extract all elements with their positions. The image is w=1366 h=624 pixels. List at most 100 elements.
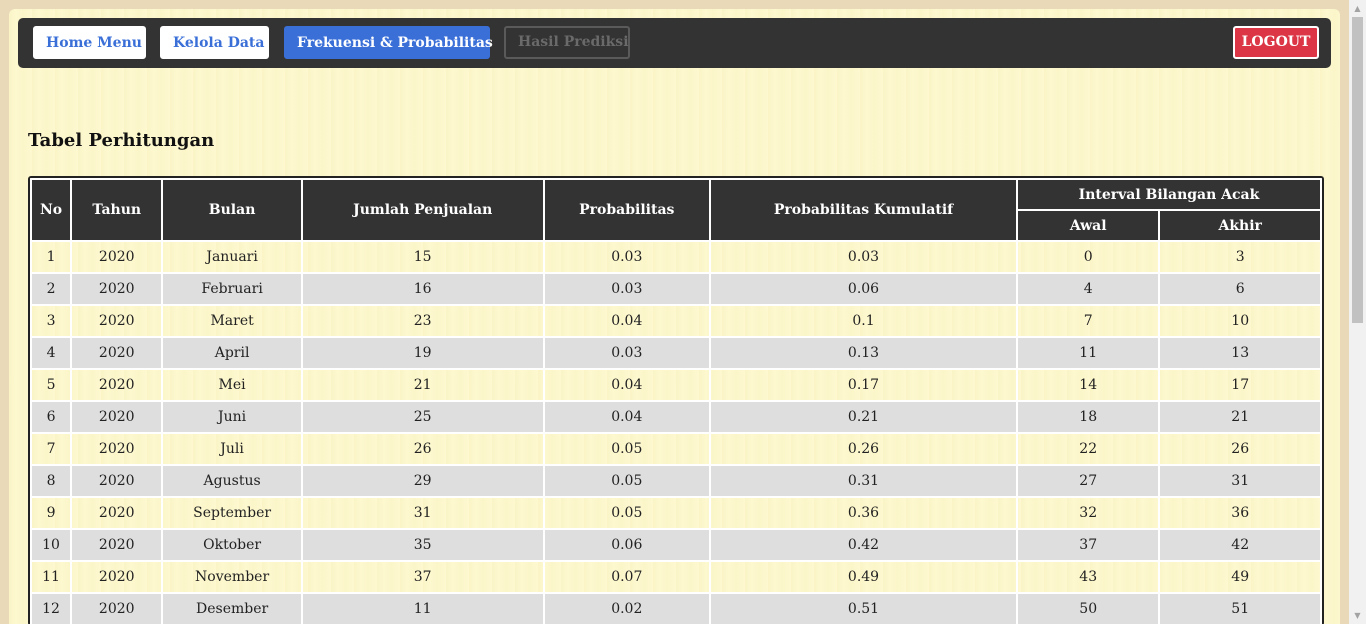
cell-jumlah: 11: [300, 593, 545, 624]
cell-kumulatif: 0.49: [709, 561, 1018, 594]
cell-probabilitas: 0.03: [542, 241, 712, 274]
cell-akhir: 51: [1158, 593, 1322, 624]
scroll-down-arrow-icon[interactable]: ▼: [1354, 611, 1361, 620]
header-tahun: Tahun: [70, 178, 164, 242]
cell-jumlah: 16: [300, 273, 545, 306]
cell-tahun: 2020: [70, 337, 164, 370]
cell-akhir: 17: [1158, 369, 1322, 402]
cell-awal: 22: [1015, 433, 1161, 466]
cell-bulan: September: [161, 497, 303, 530]
cell-kumulatif: 0.36: [709, 497, 1018, 530]
header-jumlah-penjualan: Jumlah Penjualan: [300, 178, 545, 242]
cell-kumulatif: 0.1: [709, 305, 1018, 338]
top-navbar: Home Menu Kelola Data Frekuensi & Probab…: [18, 18, 1331, 68]
cell-kumulatif: 0.13: [709, 337, 1018, 370]
cell-akhir: 13: [1158, 337, 1322, 370]
table-row: 1 2020 Januari 15 0.03 0.03 0 3: [30, 241, 1322, 274]
scroll-thumb[interactable]: [1352, 17, 1363, 323]
cell-kumulatif: 0.42: [709, 529, 1018, 562]
cell-probabilitas: 0.03: [542, 337, 712, 370]
section-title: Tabel Perhitungan: [28, 130, 215, 151]
cell-kumulatif: 0.31: [709, 465, 1018, 498]
calculation-table: No Tahun Bulan Jumlah Penjualan Probabil…: [30, 178, 1322, 624]
cell-kumulatif: 0.21: [709, 401, 1018, 434]
cell-no: 7: [30, 433, 73, 466]
cell-jumlah: 19: [300, 337, 545, 370]
vertical-scrollbar[interactable]: ▲ ▼: [1349, 0, 1366, 624]
cell-tahun: 2020: [70, 241, 164, 274]
cell-no: 5: [30, 369, 73, 402]
cell-akhir: 10: [1158, 305, 1322, 338]
header-akhir: Akhir: [1158, 209, 1322, 242]
cell-kumulatif: 0.17: [709, 369, 1018, 402]
cell-tahun: 2020: [70, 465, 164, 498]
cell-bulan: Desember: [161, 593, 303, 624]
cell-kumulatif: 0.26: [709, 433, 1018, 466]
cell-jumlah: 29: [300, 465, 545, 498]
cell-tahun: 2020: [70, 529, 164, 562]
table-row: 10 2020 Oktober 35 0.06 0.42 37 42: [30, 529, 1322, 562]
cell-bulan: Juli: [161, 433, 303, 466]
cell-no: 3: [30, 305, 73, 338]
cell-no: 1: [30, 241, 73, 274]
cell-bulan: Agustus: [161, 465, 303, 498]
cell-awal: 50: [1015, 593, 1161, 624]
table-row: 2 2020 Februari 16 0.03 0.06 4 6: [30, 273, 1322, 306]
cell-akhir: 31: [1158, 465, 1322, 498]
cell-jumlah: 26: [300, 433, 545, 466]
table-row: 12 2020 Desember 11 0.02 0.51 50 51: [30, 593, 1322, 624]
cell-akhir: 21: [1158, 401, 1322, 434]
cell-awal: 11: [1015, 337, 1161, 370]
cell-bulan: Maret: [161, 305, 303, 338]
logout-button[interactable]: LOGOUT: [1233, 26, 1319, 59]
cell-bulan: April: [161, 337, 303, 370]
cell-tahun: 2020: [70, 497, 164, 530]
cell-no: 12: [30, 593, 73, 624]
cell-no: 10: [30, 529, 73, 562]
cell-akhir: 3: [1158, 241, 1322, 274]
cell-tahun: 2020: [70, 593, 164, 624]
cell-akhir: 49: [1158, 561, 1322, 594]
cell-tahun: 2020: [70, 401, 164, 434]
kelola-data-button[interactable]: Kelola Data: [160, 26, 269, 59]
cell-no: 2: [30, 273, 73, 306]
cell-bulan: November: [161, 561, 303, 594]
cell-tahun: 2020: [70, 369, 164, 402]
header-probabilitas: Probabilitas: [542, 178, 712, 242]
cell-probabilitas: 0.06: [542, 529, 712, 562]
cell-probabilitas: 0.04: [542, 305, 712, 338]
cell-awal: 32: [1015, 497, 1161, 530]
cell-awal: 43: [1015, 561, 1161, 594]
cell-jumlah: 31: [300, 497, 545, 530]
cell-awal: 0: [1015, 241, 1161, 274]
cell-awal: 7: [1015, 305, 1161, 338]
header-interval-bilangan-acak: Interval Bilangan Acak: [1015, 178, 1322, 211]
page-container: Home Menu Kelola Data Frekuensi & Probab…: [9, 9, 1340, 624]
cell-akhir: 6: [1158, 273, 1322, 306]
cell-awal: 27: [1015, 465, 1161, 498]
home-menu-button[interactable]: Home Menu: [33, 26, 146, 59]
cell-probabilitas: 0.03: [542, 273, 712, 306]
scroll-up-arrow-icon[interactable]: ▲: [1354, 4, 1361, 13]
cell-jumlah: 23: [300, 305, 545, 338]
cell-no: 11: [30, 561, 73, 594]
cell-probabilitas: 0.05: [542, 433, 712, 466]
cell-tahun: 2020: [70, 433, 164, 466]
header-awal: Awal: [1015, 209, 1161, 242]
header-bulan: Bulan: [161, 178, 303, 242]
cell-probabilitas: 0.04: [542, 369, 712, 402]
cell-jumlah: 35: [300, 529, 545, 562]
frekuensi-probabilitas-button[interactable]: Frekuensi & Probabilitas: [284, 26, 493, 59]
cell-no: 6: [30, 401, 73, 434]
cell-tahun: 2020: [70, 273, 164, 306]
table-row: 4 2020 April 19 0.03 0.13 11 13: [30, 337, 1322, 370]
hasil-prediksi-button[interactable]: Hasil Prediksi: [504, 26, 630, 59]
cell-kumulatif: 0.51: [709, 593, 1018, 624]
cell-bulan: Februari: [161, 273, 303, 306]
cell-probabilitas: 0.04: [542, 401, 712, 434]
cell-jumlah: 25: [300, 401, 545, 434]
cell-jumlah: 37: [300, 561, 545, 594]
header-no: No: [30, 178, 73, 242]
cell-bulan: Oktober: [161, 529, 303, 562]
table-row: 3 2020 Maret 23 0.04 0.1 7 10: [30, 305, 1322, 338]
